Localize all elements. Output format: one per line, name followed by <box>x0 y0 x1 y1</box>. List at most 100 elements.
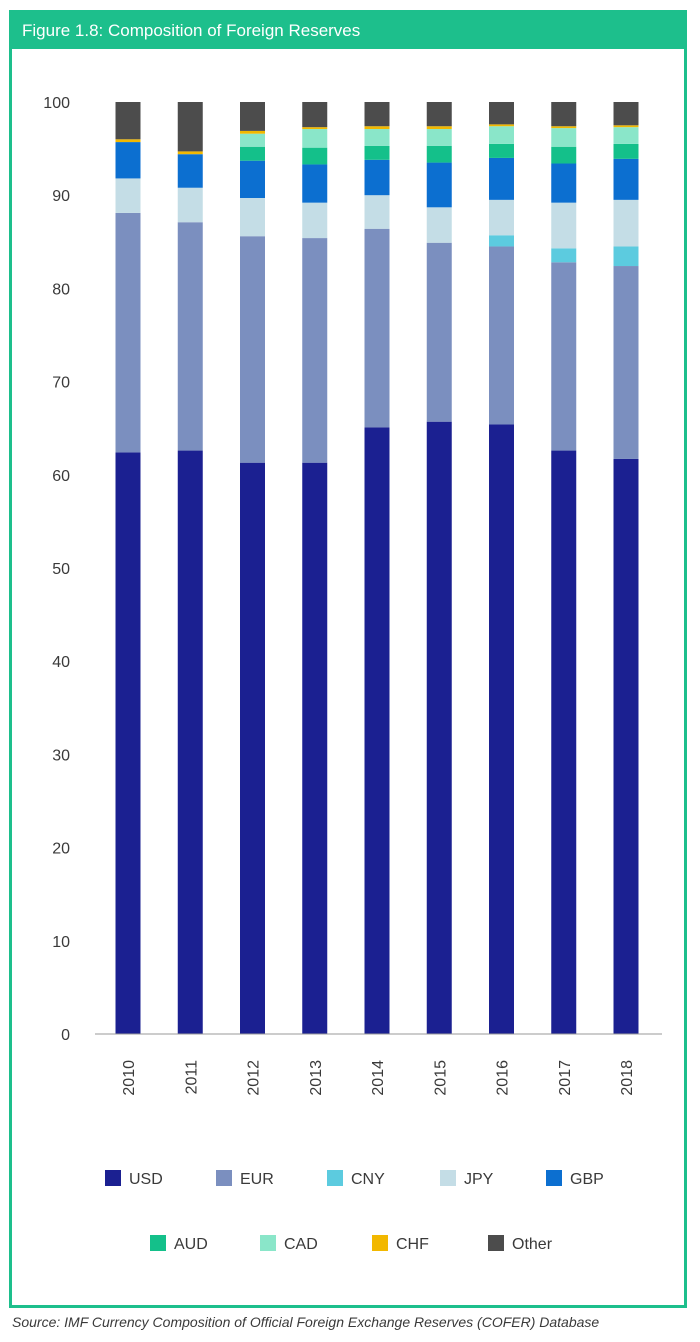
bar-segment-other-2017 <box>551 102 577 127</box>
y-tick-label: 90 <box>52 188 70 205</box>
y-tick-label: 100 <box>43 95 70 112</box>
bar-segment-gbp-2015 <box>426 162 452 208</box>
legend-swatch-cad <box>260 1235 276 1251</box>
bar-segment-usd-2013 <box>302 462 328 1035</box>
bar-segment-gbp-2016 <box>489 157 514 200</box>
bar-segment-cad-2015 <box>426 129 452 146</box>
bar-segment-usd-2015 <box>426 421 452 1034</box>
bar-segment-aud-2015 <box>426 145 452 163</box>
y-tick-label: 30 <box>52 747 70 764</box>
bar-segment-jpy-2015 <box>426 207 452 243</box>
bar-segment-eur-2012 <box>240 236 265 463</box>
bar-segment-other-2016 <box>489 102 514 125</box>
bar-segment-eur-2018 <box>613 266 639 459</box>
bar-segment-usd-2016 <box>489 424 514 1034</box>
bar-segment-eur-2017 <box>551 262 577 451</box>
bar-segment-usd-2018 <box>613 458 639 1034</box>
bar-segment-other-2018 <box>613 102 639 126</box>
bar-segment-gbp-2018 <box>613 158 639 200</box>
bar-segment-usd-2017 <box>551 450 577 1034</box>
x-tick-label: 2016 <box>495 1060 512 1096</box>
bar-segment-chf-2011 <box>177 151 203 155</box>
x-tick-label: 2011 <box>183 1060 200 1095</box>
legend-swatch-cny <box>327 1170 343 1186</box>
stacked-bar-chart: 0 10 20 30 40 50 60 70 80 90 100 2010 2011 2012 2013 20… <box>43 95 662 1253</box>
bar-segment-cny-2016 <box>489 235 514 247</box>
legend-label-other: Other <box>512 1236 553 1253</box>
bar-segment-jpy-2013 <box>302 202 328 239</box>
bar-segment-aud-2014 <box>364 145 390 160</box>
bar-segment-gbp-2013 <box>302 164 328 203</box>
figure-title: Figure 1.8: Composition of Foreign Reser… <box>12 13 684 49</box>
bar-segment-cny-2017 <box>551 248 577 263</box>
y-tick-label: 20 <box>52 841 70 858</box>
legend-swatch-gbp <box>546 1170 562 1186</box>
legend-label-usd: USD <box>129 1171 163 1188</box>
bar-segment-chf-2015 <box>426 126 452 130</box>
bar-segment-eur-2013 <box>302 238 328 463</box>
bar-segment-cad-2014 <box>364 129 390 146</box>
bar-segment-aud-2018 <box>613 143 639 159</box>
bar-segment-chf-2017 <box>551 126 577 129</box>
bar-segment-gbp-2010 <box>115 142 141 179</box>
y-tick-label: 80 <box>52 281 70 298</box>
bar-segment-usd-2014 <box>364 427 390 1034</box>
bar-segment-cad-2017 <box>551 128 577 147</box>
bar-segment-jpy-2018 <box>613 199 639 247</box>
y-tick-label: 10 <box>52 934 70 951</box>
x-tick-label: 2014 <box>370 1060 387 1096</box>
y-tick-label: 40 <box>52 654 70 671</box>
legend-swatch-aud <box>150 1235 166 1251</box>
bar-segment-eur-2010 <box>115 212 141 453</box>
x-tick-label: 2010 <box>121 1060 138 1096</box>
x-tick-label: 2018 <box>619 1060 636 1096</box>
bar-segment-chf-2013 <box>302 127 328 130</box>
x-tick-label: 2012 <box>246 1060 263 1096</box>
bar-segment-usd-2010 <box>115 452 141 1034</box>
x-tick-label: 2017 <box>557 1060 574 1096</box>
bar-segment-chf-2010 <box>115 139 141 143</box>
legend-swatch-other <box>488 1235 504 1251</box>
bar-segment-eur-2011 <box>177 222 203 451</box>
bar-segment-cad-2016 <box>489 126 514 144</box>
bar-segment-other-2014 <box>364 102 390 127</box>
legend-swatch-jpy <box>440 1170 456 1186</box>
bar-segment-other-2012 <box>240 102 265 131</box>
bar-segment-usd-2012 <box>240 462 265 1035</box>
y-tick-label: 70 <box>52 375 70 392</box>
bar-segment-cny-2018 <box>613 246 639 267</box>
y-tick-label: 60 <box>52 468 70 485</box>
legend-swatch-usd <box>105 1170 121 1186</box>
bar-segment-aud-2012 <box>240 146 265 161</box>
bar-segment-gbp-2014 <box>364 159 390 196</box>
x-tick-label: 2013 <box>308 1060 325 1096</box>
bar-segment-cad-2013 <box>302 129 328 148</box>
bar-segment-gbp-2012 <box>240 160 265 198</box>
bar-segment-cad-2012 <box>240 133 265 147</box>
bar-segment-jpy-2011 <box>177 187 203 223</box>
y-tick-label: 0 <box>61 1027 70 1044</box>
legend-swatch-eur <box>216 1170 232 1186</box>
bar-segment-chf-2016 <box>489 124 514 127</box>
bar-segment-gbp-2011 <box>177 154 203 188</box>
legend-label-cny: CNY <box>351 1171 385 1188</box>
bar-segment-jpy-2012 <box>240 197 265 237</box>
bar-segment-chf-2012 <box>240 130 265 134</box>
bar-segment-chf-2018 <box>613 125 639 128</box>
bar-segment-other-2011 <box>177 102 203 152</box>
bar-segment-aud-2017 <box>551 146 577 164</box>
bar-segment-jpy-2016 <box>489 199 514 236</box>
bar-segment-other-2015 <box>426 102 452 127</box>
bar-segment-jpy-2010 <box>115 178 141 213</box>
bar-segment-other-2010 <box>115 102 141 140</box>
bar-segment-eur-2016 <box>489 246 514 425</box>
bar-segment-aud-2016 <box>489 143 514 158</box>
bar-segment-chf-2014 <box>364 126 390 130</box>
legend-label-cad: CAD <box>284 1236 318 1253</box>
bar-segment-aud-2013 <box>302 147 328 165</box>
bar-segment-jpy-2017 <box>551 202 577 249</box>
bar-segment-usd-2011 <box>177 450 203 1034</box>
bar-segment-other-2013 <box>302 102 328 128</box>
legend-label-chf: CHF <box>396 1236 429 1253</box>
x-tick-label: 2015 <box>432 1060 449 1096</box>
